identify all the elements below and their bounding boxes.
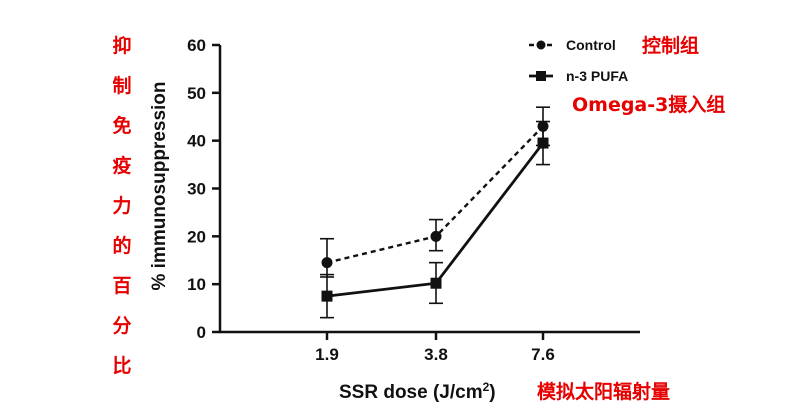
data-point-control [321, 257, 333, 269]
legend-control-label: Control [566, 37, 616, 53]
omega-chinese-label: Omega-3摄入组 [572, 93, 725, 116]
data-point-n-3-pufa [430, 277, 442, 289]
legend: Control n-3 PUFA [529, 37, 628, 84]
y-axis-chinese-char: 比 [112, 355, 131, 377]
legend-n3-pufa-marker [536, 71, 546, 81]
data-point-control [430, 230, 442, 242]
control-chinese-label: 控制组 [642, 34, 699, 57]
y-tick-label: 40 [187, 132, 206, 151]
y-axis-chinese-char: 百 [112, 275, 131, 297]
x-axis-chinese-label: 模拟太阳辐射量 [537, 380, 670, 403]
x-tick-label: 1.9 [315, 345, 339, 364]
x-axis-title-group: SSR dose (J/cm2) 模拟太阳辐射量 [339, 380, 670, 403]
series-line-control [326, 125, 544, 264]
data-point-n-3-pufa [321, 290, 333, 302]
x-axis-title-close: ) [489, 382, 495, 403]
y-axis-chinese-char: 力 [112, 194, 131, 217]
y-tick-label: 30 [187, 180, 206, 199]
x-axis-title-superscript: 2 [483, 380, 490, 394]
series-control [320, 106, 550, 278]
y-axis-chinese-char: 的 [112, 234, 131, 257]
series-layer [320, 106, 550, 319]
y-tick-label: 60 [187, 36, 206, 55]
y-tick-label: 50 [187, 84, 206, 103]
x-axis-title: SSR dose (J/cm2) [339, 380, 496, 403]
y-axis-chinese-char: 抑 [112, 35, 131, 57]
y-tick-label: 20 [187, 227, 206, 246]
y-axis-chinese-char: 分 [112, 315, 131, 337]
y-axis-chinese-char: 制 [112, 74, 131, 97]
y-axis-chinese-char: 免 [112, 114, 131, 137]
series-n-3-pufa [320, 120, 550, 319]
y-axis-chinese-char: 疫 [112, 154, 131, 177]
x-axis-title-main: SSR dose (J/cm [339, 382, 483, 403]
legend-entry-control: Control [529, 37, 616, 53]
y-tick-label: 10 [187, 275, 206, 294]
y-axis-ticks: 0 10 20 30 40 50 60 [187, 36, 220, 342]
legend-n3-pufa-label: n-3 PUFA [566, 68, 628, 84]
legend-control-marker [536, 40, 546, 50]
x-axis-ticks: 1.9 3.8 7.6 [315, 332, 555, 364]
data-point-n-3-pufa [537, 137, 549, 149]
legend-entry-n3-pufa: n-3 PUFA [529, 68, 628, 84]
x-tick-label: 3.8 [424, 345, 448, 364]
x-tick-label: 7.6 [531, 345, 555, 364]
y-tick-label: 0 [197, 323, 206, 342]
y-axis-title: % immunosuppression [149, 81, 170, 290]
